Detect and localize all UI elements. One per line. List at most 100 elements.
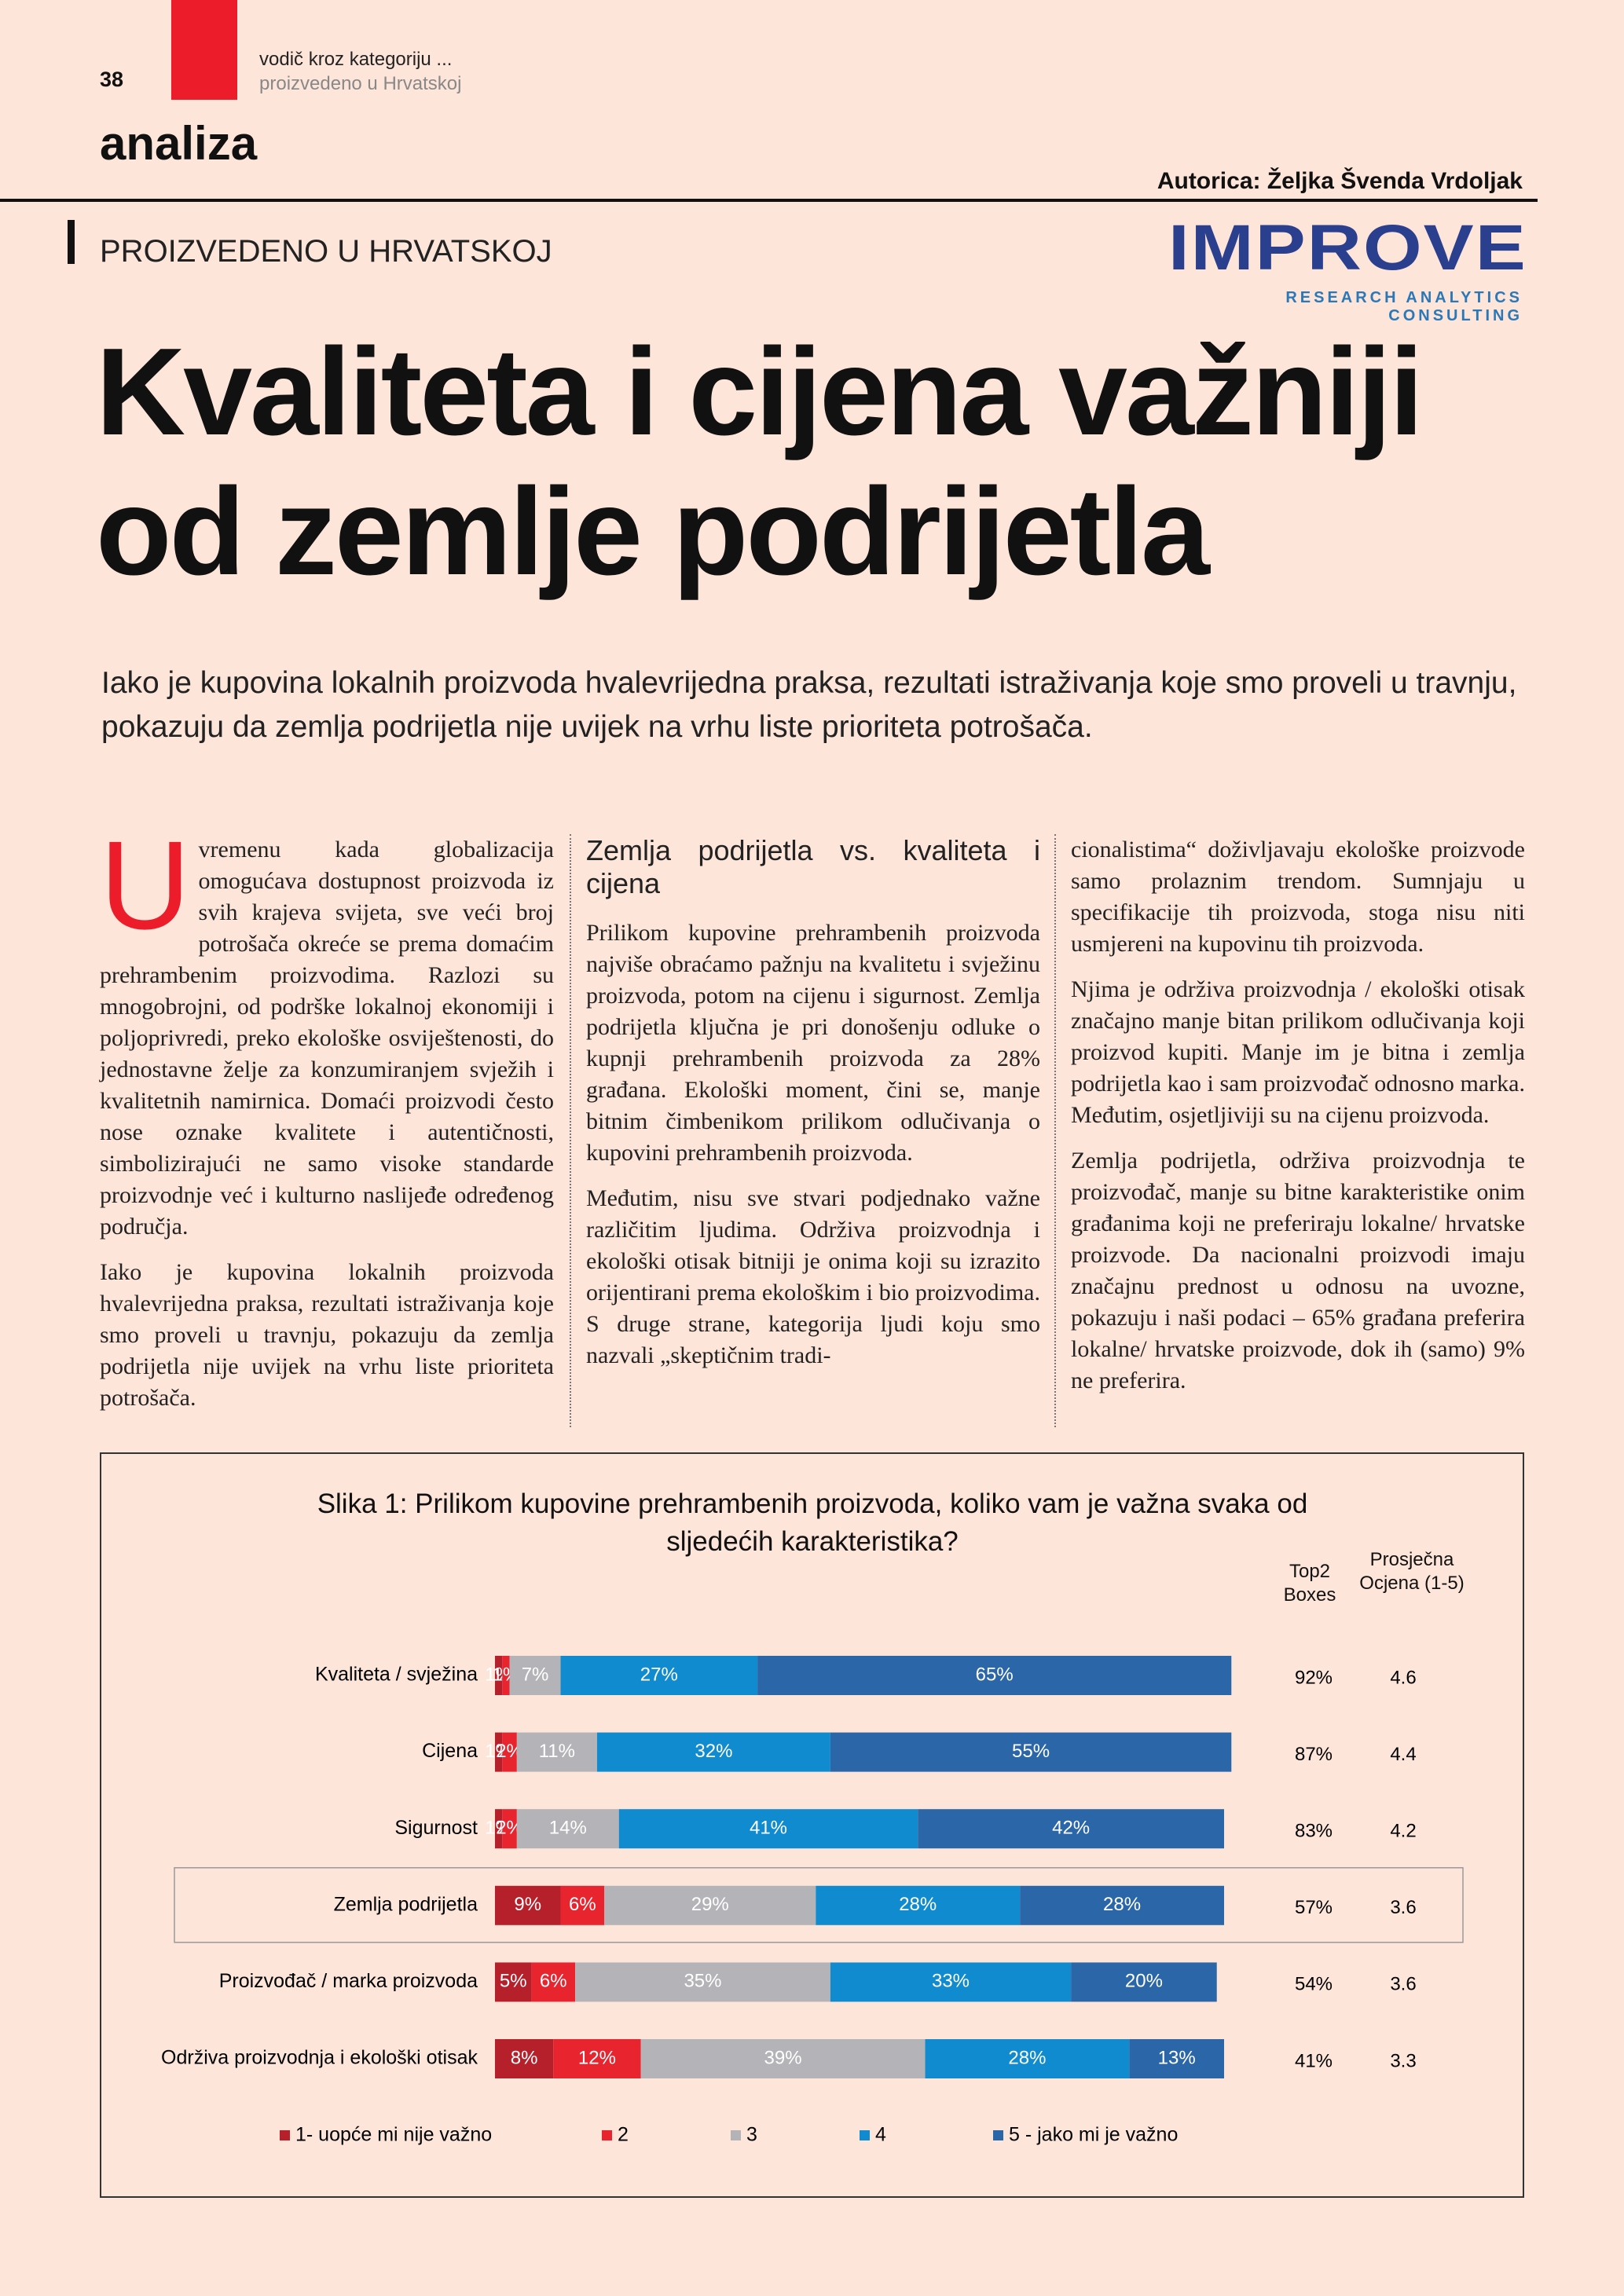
bar-segment <box>816 1885 1021 1925</box>
bar-segment <box>560 1885 605 1925</box>
legend-swatch <box>731 2130 741 2140</box>
bar-segment <box>918 1809 1224 1849</box>
paragraph: Zemlja podrijetla, održiva proizvodnja t… <box>1071 1148 1525 1393</box>
subsection: proizvedeno u Hrvatskoj <box>259 73 462 94</box>
bar-segment <box>531 1962 576 2002</box>
top2-header: Top2 Boxes <box>1283 1561 1336 1606</box>
kicker-bar <box>68 220 75 264</box>
bar-segment <box>618 1809 918 1849</box>
legend-label: 3 <box>746 2124 757 2146</box>
value-label: 39% <box>764 2047 802 2068</box>
bar-segment <box>575 1962 830 2002</box>
bar-segment <box>495 1656 503 1695</box>
value-label: 9% <box>514 1894 541 1915</box>
bar-segment <box>495 2039 554 2078</box>
column: Zemlja podrijetla vs. kvaliteta i cijena… <box>586 834 1040 1386</box>
legend-label: 1- uopće mi nije važno <box>295 2124 492 2146</box>
logo-name: IMPROVE <box>1168 212 1527 284</box>
top2-value: 87% <box>1295 1744 1333 1765</box>
value-label: 8% <box>511 2047 538 2068</box>
headline-line: od zemlje podrijetla <box>96 463 1210 601</box>
value-label: 27% <box>640 1664 678 1685</box>
bar-segment <box>495 1732 503 1772</box>
category-label: Sigurnost <box>394 1817 478 1839</box>
page-number: 38 <box>100 68 124 91</box>
category-label: Zemlja podrijetla <box>334 1893 478 1915</box>
paragraph: Međutim, nisu sve stvari podjednako važn… <box>586 1185 1040 1368</box>
bar-segment <box>495 1962 532 2002</box>
bar-segment <box>925 2039 1130 2078</box>
category-label: Cijena <box>422 1740 478 1762</box>
value-label: 42% <box>1052 1818 1090 1839</box>
bar-segment <box>502 1656 510 1695</box>
value-label: 7% <box>522 1664 549 1685</box>
legend-label: 5 - jako mi je važno <box>1009 2124 1178 2146</box>
bar-segment <box>553 2039 641 2078</box>
chart-title: Slika 1: Prilikom kupovine prehrambenih … <box>317 1489 1308 1557</box>
value-label: 55% <box>1012 1741 1050 1762</box>
category-label: Kvaliteta / svježina <box>315 1664 478 1686</box>
top2-value: 41% <box>1295 2050 1333 2071</box>
bar-segment <box>560 1656 758 1695</box>
top2-value: 57% <box>1295 1897 1333 1918</box>
bar-segment <box>516 1809 619 1849</box>
value-label: 41% <box>750 1818 787 1839</box>
bar-segment <box>1071 1962 1217 2002</box>
value-label: 28% <box>899 1894 937 1915</box>
bar-segment <box>516 1732 597 1772</box>
chart-box: Kvaliteta / svježina 1% 1% 7% 27% 65% 92% 4.6 Ci… <box>100 1452 1524 2198</box>
legend-swatch <box>602 2130 612 2140</box>
value-label: 29% <box>691 1894 729 1915</box>
lead: Iako je kupovina lokalnih proizvoda hval… <box>101 666 1517 744</box>
author: Autorica: Željka Švenda Vrdoljak <box>1157 168 1523 194</box>
kicker: PROIZVEDENO U HRVATSKOJ <box>100 234 552 269</box>
bar-segment <box>640 2039 926 2078</box>
red-block <box>171 0 237 100</box>
value-label: 28% <box>1008 2047 1046 2068</box>
bar-segment <box>495 1809 503 1849</box>
drop-cap: U <box>100 815 191 955</box>
paragraph: cionalistima“ doživljavaju ekološke proi… <box>1071 837 1525 957</box>
category-label: Proizvođač / marka proizvoda <box>219 1970 478 1992</box>
average-value: 4.2 <box>1390 1821 1416 1842</box>
logo: IMPROVE RESEARCH ANALYTICS CONSULTING <box>1168 211 1527 325</box>
category-label: Održiva proizvodnja i ekološki otisak <box>161 2047 478 2069</box>
headline: Kvaliteta i cijena važniji od zemlje pod… <box>96 322 1589 602</box>
value-label: 5% <box>500 1971 527 1992</box>
bar-segment <box>604 1885 816 1925</box>
value-label: 12% <box>578 2047 616 2068</box>
value-label: 28% <box>1103 1894 1141 1915</box>
column-divider <box>1054 834 1056 1427</box>
bar-segment <box>502 1809 517 1849</box>
headline-line: Kvaliteta i cijena važniji <box>96 323 1424 461</box>
logo-tagline: RESEARCH ANALYTICS CONSULTING <box>1285 289 1523 324</box>
bar-segment <box>830 1962 1072 2002</box>
average-value: 4.4 <box>1390 1744 1416 1765</box>
bar-segment <box>495 1885 561 1925</box>
value-label: 35% <box>684 1971 721 1992</box>
bar-segment <box>1129 2039 1224 2078</box>
top2-value: 54% <box>1295 1974 1333 1995</box>
value-label: 65% <box>976 1664 1014 1685</box>
paragraph: vremenu kada globalizacija omogućava dos… <box>100 837 554 1240</box>
top2-value: 83% <box>1295 1821 1333 1842</box>
bar-segment <box>830 1732 1232 1772</box>
bar-segment <box>757 1656 1232 1695</box>
average-value: 3.6 <box>1390 1974 1416 1995</box>
value-label: 6% <box>540 1971 567 1992</box>
column-divider <box>570 834 571 1427</box>
value-label: 33% <box>932 1971 970 1992</box>
average-value: 3.3 <box>1390 2050 1416 2071</box>
paragraph: Njima je održiva proizvodnja / ekološki … <box>1071 976 1525 1128</box>
value-label: 6% <box>569 1894 596 1915</box>
legend-label: 2 <box>618 2124 629 2146</box>
value-label: 32% <box>695 1741 732 1762</box>
paragraph: Iako je kupovina lokalnih proizvoda hval… <box>100 1259 554 1411</box>
bar-segment <box>502 1732 517 1772</box>
bar-segment <box>596 1732 830 1772</box>
value-label: 13% <box>1158 2047 1196 2068</box>
rubric: analiza <box>100 117 258 170</box>
value-label: 20% <box>1125 1971 1163 1992</box>
